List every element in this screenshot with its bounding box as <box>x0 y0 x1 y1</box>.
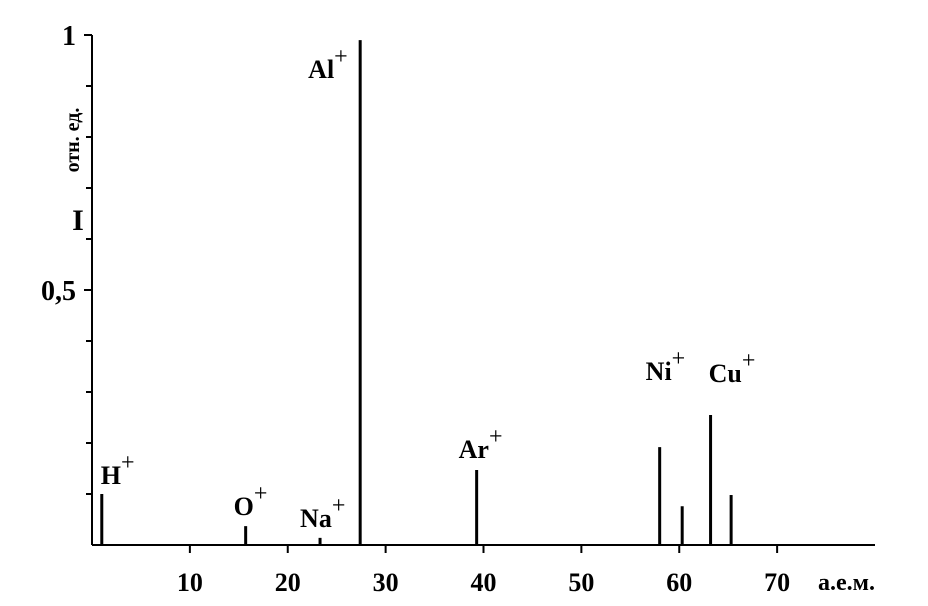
x-tick-label: 10 <box>177 568 203 597</box>
y-label-symbol: I <box>72 204 84 237</box>
peak-label-charge: + <box>742 348 756 374</box>
peak-label-text: Al <box>308 55 334 84</box>
peak-label: Cu+ <box>709 348 756 388</box>
peak-label: O+ <box>234 481 268 521</box>
peak-label-charge: + <box>334 44 348 70</box>
peak-label-charge: + <box>121 450 135 476</box>
x-tick-label: 60 <box>666 568 692 597</box>
peak-label-text: H <box>101 461 121 490</box>
peak-label-text: Ni <box>646 357 672 386</box>
x-tick-label: 20 <box>275 568 301 597</box>
peak-label-charge: + <box>672 346 686 372</box>
peak-label-text: O <box>234 492 254 521</box>
y-tick-label: 0,5 <box>41 276 76 307</box>
x-tick-label: 70 <box>764 568 790 597</box>
peak-label-text: Cu <box>709 359 742 388</box>
peak-label: Ar+ <box>459 424 503 464</box>
peak-label: Al+ <box>308 44 348 84</box>
peak-label-charge: + <box>489 424 503 450</box>
x-tick-label: 50 <box>568 568 594 597</box>
x-tick-label: 40 <box>471 568 497 597</box>
y-tick-label: 1 <box>62 21 76 52</box>
peak-label-charge: + <box>254 481 268 507</box>
x-tick-label: 30 <box>373 568 399 597</box>
y-label-unit: отн. ед. <box>62 108 84 173</box>
peak-label: H+ <box>101 450 135 490</box>
peak-label: Na+ <box>300 493 345 533</box>
peak-label-charge: + <box>332 493 346 519</box>
peak-label-text: Na <box>300 504 332 533</box>
x-label: а.е.м. <box>818 570 875 596</box>
peak-label-text: Ar <box>459 435 489 464</box>
peak-label: Ni+ <box>646 346 686 386</box>
